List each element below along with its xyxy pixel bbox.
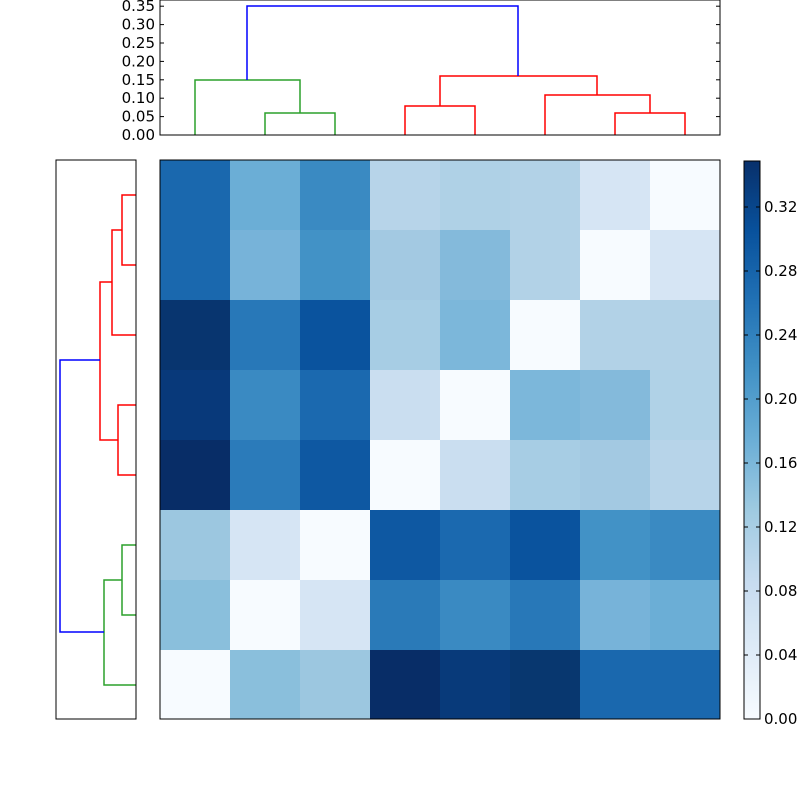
heatmap-cell <box>580 230 651 301</box>
red-cluster-links <box>99 194 136 476</box>
heatmap-cell <box>650 300 721 371</box>
green-cluster-links <box>103 544 136 686</box>
y-tick-label: 0.35 <box>122 0 155 15</box>
heatmap-cell <box>370 650 441 719</box>
blue-root-link <box>246 5 519 80</box>
heatmap-axes <box>159 159 721 720</box>
heatmap-cell <box>300 510 371 581</box>
heatmap-cell <box>440 300 511 371</box>
heatmap-cell <box>510 160 581 231</box>
y-tick-label: 0.10 <box>122 89 155 107</box>
heatmap-cell <box>230 160 301 231</box>
column-dendrogram: 0.000.050.100.150.200.250.300.35 <box>122 0 721 144</box>
heatmap-cell <box>440 650 511 719</box>
heatmap-cell <box>370 300 441 371</box>
heatmap-cell <box>580 510 651 581</box>
colorbar-tick-label: 0.24 <box>764 326 797 344</box>
y-tick-label: 0.15 <box>122 71 155 89</box>
heatmap-cell <box>230 230 301 301</box>
heatmap-cell <box>650 160 721 231</box>
y-tick-label: 0.25 <box>122 34 155 52</box>
heatmap-cell <box>650 230 721 301</box>
red-cluster-links <box>404 75 686 135</box>
heatmap-cell <box>440 230 511 301</box>
heatmap-cell <box>650 580 721 651</box>
heatmap <box>160 160 721 719</box>
colorbar-tick-label: 0.32 <box>764 198 797 216</box>
row-dendrogram <box>55 159 137 720</box>
heatmap-cell <box>510 580 581 651</box>
heatmap-cell <box>230 370 301 441</box>
blue-root-link <box>59 359 104 633</box>
heatmap-cell <box>580 580 651 651</box>
heatmap-cell <box>300 650 371 719</box>
y-tick-label: 0.05 <box>122 108 155 126</box>
heatmap-cell <box>160 160 231 231</box>
heatmap-cell <box>580 370 651 441</box>
colorbar-tick-label: 0.08 <box>764 582 797 600</box>
colorbar-tick-label: 0.12 <box>764 518 797 536</box>
heatmap-cell <box>370 230 441 301</box>
heatmap-cell <box>370 370 441 441</box>
heatmap-cell <box>160 230 231 301</box>
heatmap-cell <box>510 510 581 581</box>
heatmap-cell <box>160 580 231 651</box>
heatmap-cell <box>510 650 581 719</box>
heatmap-cell <box>440 370 511 441</box>
heatmap-cell <box>650 510 721 581</box>
heatmap-cell <box>580 300 651 371</box>
colorbar-tick-label: 0.04 <box>764 646 797 664</box>
heatmap-cell <box>510 300 581 371</box>
heatmap-cell <box>160 300 231 371</box>
heatmap-cell <box>510 440 581 511</box>
heatmap-cell <box>370 440 441 511</box>
heatmap-cell <box>300 160 371 231</box>
green-cluster-links <box>194 79 336 135</box>
heatmap-cell <box>300 370 371 441</box>
row-dendrogram-axes <box>55 159 137 720</box>
y-tick-label: 0.20 <box>122 52 155 70</box>
heatmap-cell <box>160 650 231 719</box>
heatmap-cell <box>440 160 511 231</box>
colorbar: 0.00 0.04 0.08 0.12 0.16 0.20 0.24 0.28 0.32 <box>743 160 797 728</box>
heatmap-cell <box>300 230 371 301</box>
y-tick-label: 0.00 <box>122 126 155 144</box>
heatmap-cell <box>580 440 651 511</box>
heatmap-cell <box>230 580 301 651</box>
colorbar-tick-label: 0.16 <box>764 454 797 472</box>
heatmap-cell <box>300 300 371 371</box>
heatmap-cell <box>230 650 301 719</box>
heatmap-cell <box>230 510 301 581</box>
heatmap-cell <box>650 650 721 719</box>
column-dendrogram-axes <box>159 0 721 136</box>
heatmap-cell <box>650 370 721 441</box>
heatmap-cell <box>370 510 441 581</box>
y-tick-label: 0.30 <box>122 16 155 34</box>
heatmap-cell <box>160 440 231 511</box>
heatmap-cell <box>510 370 581 441</box>
heatmap-cell <box>440 580 511 651</box>
heatmap-cell <box>230 300 301 371</box>
heatmap-cell <box>160 510 231 581</box>
colorbar-gradient <box>743 160 761 720</box>
heatmap-cell <box>440 510 511 581</box>
colorbar-tick-label: 0.00 <box>764 710 797 728</box>
heatmap-cell <box>370 580 441 651</box>
heatmap-cell <box>300 440 371 511</box>
colorbar-ticks: 0.00 0.04 0.08 0.12 0.16 0.20 0.24 0.28 0.32 <box>744 198 797 728</box>
heatmap-cell <box>230 440 301 511</box>
heatmap-cell <box>370 160 441 231</box>
heatmap-cell <box>580 650 651 719</box>
heatmap-cell <box>580 160 651 231</box>
colorbar-tick-label: 0.28 <box>764 262 797 280</box>
heatmap-cell <box>300 580 371 651</box>
heatmap-cell <box>160 370 231 441</box>
heatmap-cell <box>440 440 511 511</box>
heatmap-cell <box>650 440 721 511</box>
column-dendrogram-y-axis: 0.000.050.100.150.200.250.300.35 <box>122 0 720 144</box>
colorbar-tick-label: 0.20 <box>764 390 797 408</box>
heatmap-cell <box>510 230 581 301</box>
